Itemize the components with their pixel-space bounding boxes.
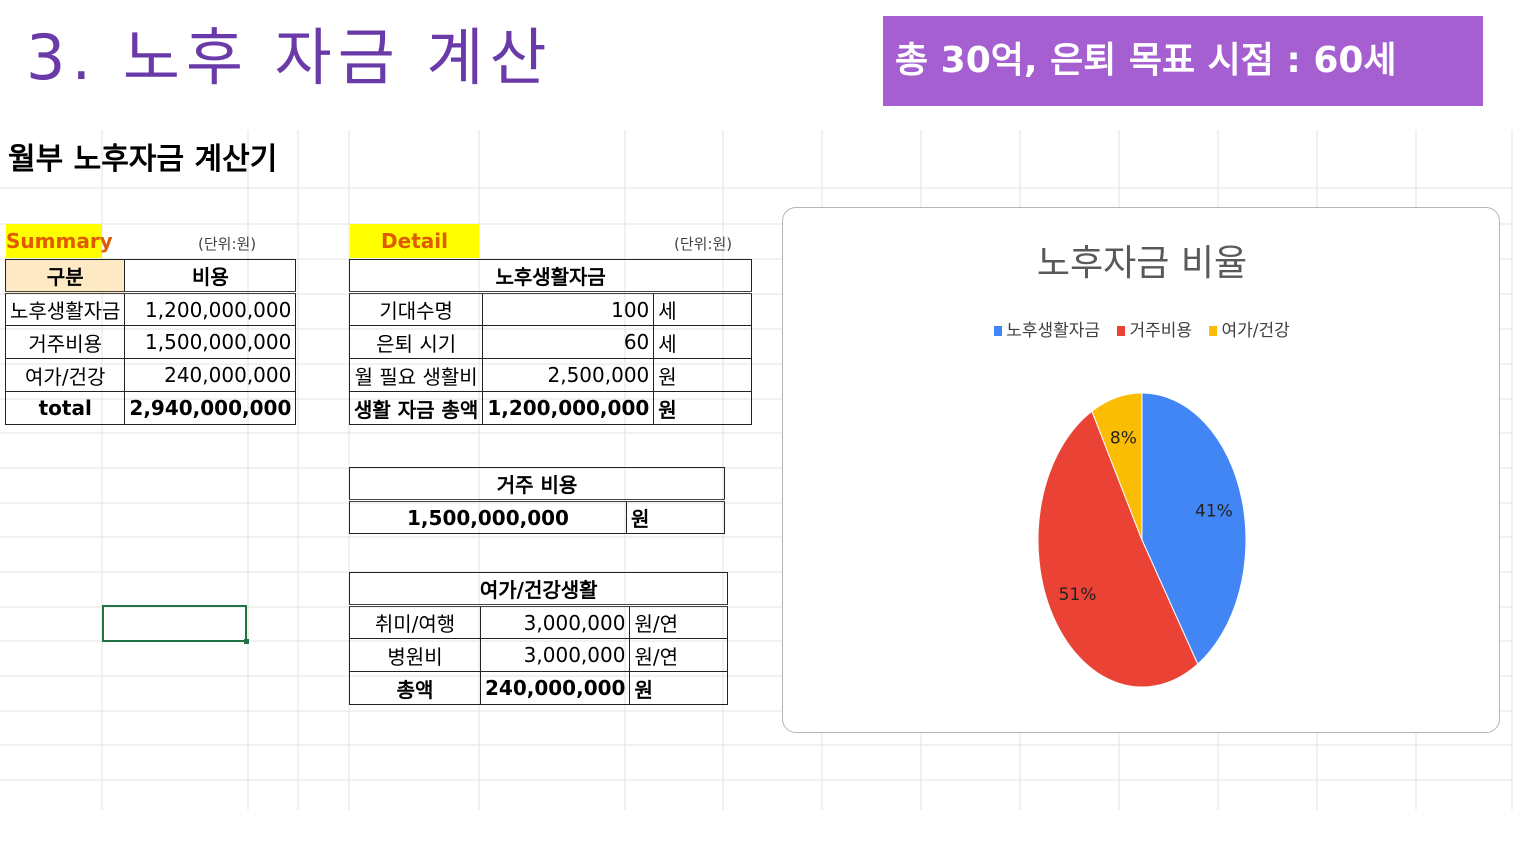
living-row-unit[interactable]: 세 xyxy=(653,292,753,326)
living-total-unit[interactable]: 원 xyxy=(653,391,753,425)
goal-banner: 총 30억, 은퇴 목표 시점 : 60세 xyxy=(883,16,1483,106)
summary-row-label[interactable]: 거주비용 xyxy=(4,325,126,359)
legend-label: 거주비용 xyxy=(1129,321,1193,341)
summary-row-value[interactable]: 1,200,000,000 xyxy=(124,292,297,326)
summary-total-label[interactable]: total xyxy=(4,391,126,425)
leisure-row-value[interactable]: 3,000,000 xyxy=(479,605,631,639)
table-row: 기대수명 100 세 xyxy=(348,292,753,326)
summary-unit-label: (단위:원) xyxy=(198,235,257,253)
legend-swatch xyxy=(1209,326,1218,336)
pie-plot: 41% 51% 8% xyxy=(1037,392,1247,688)
summary-header-cost[interactable]: 비용 xyxy=(124,259,297,294)
pie-data-label: 51% xyxy=(1059,585,1097,605)
living-total-value[interactable]: 1,200,000,000 xyxy=(482,391,655,425)
housing-cost-table: 거주 비용 1,500,000,000 원 xyxy=(349,467,725,534)
living-row-label[interactable]: 월 필요 생활비 xyxy=(348,358,484,392)
sheet-heading: 월부 노후자금 계산기 xyxy=(8,142,278,177)
leisure-total-label[interactable]: 총액 xyxy=(349,671,481,705)
leisure-total-value[interactable]: 240,000,000 xyxy=(479,671,631,705)
housing-cost-unit[interactable]: 원 xyxy=(626,500,725,534)
legend-label: 여가/건강 xyxy=(1221,321,1290,341)
leisure-row-unit[interactable]: 원/연 xyxy=(629,638,729,672)
leisure-health-table: 여가/건강생활 취미/여행 3,000,000 원/연 병원비 3,000,00… xyxy=(348,572,729,705)
living-row-label[interactable]: 기대수명 xyxy=(348,292,484,326)
slide-title: 3. 노후 자금 계산 xyxy=(26,21,553,94)
legend-swatch xyxy=(1117,326,1126,336)
pie-slice[interactable] xyxy=(1037,410,1199,688)
leisure-total-unit[interactable]: 원 xyxy=(629,671,729,705)
table-row: 거주비용 1,500,000,000 xyxy=(4,325,297,359)
summary-row-value[interactable]: 1,500,000,000 xyxy=(124,325,297,359)
leisure-row-value[interactable]: 3,000,000 xyxy=(479,638,631,672)
summary-row-label[interactable]: 노후생활자금 xyxy=(4,292,126,326)
table-row: 취미/여행 3,000,000 원/연 xyxy=(349,605,729,639)
detail-unit-label: (단위:원) xyxy=(674,235,733,253)
table-row: 노후생활자금 1,200,000,000 xyxy=(4,292,297,326)
table-row: 은퇴 시기 60 세 xyxy=(348,325,753,359)
table-row: 생활 자금 총액 1,200,000,000 원 xyxy=(348,391,753,425)
table-row: 총액 240,000,000 원 xyxy=(349,671,729,705)
pie-data-label: 8% xyxy=(1110,428,1137,448)
table-row: 월 필요 생활비 2,500,000 원 xyxy=(348,358,753,392)
legend-item: 여가/건강 xyxy=(1209,316,1290,341)
detail-tag: Detail xyxy=(350,224,479,258)
pie-slice[interactable] xyxy=(1091,392,1143,541)
living-cost-table: 노후생활자금 기대수명 100 세 은퇴 시기 60 세 월 필요 생활비 2,… xyxy=(348,259,753,425)
pie-chart-card[interactable]: 노후자금 비율 노후생활자금 거주비용 여가/건강 41% 51% 8% xyxy=(782,207,1500,733)
housing-cost-header[interactable]: 거주 비용 xyxy=(349,467,725,502)
summary-row-value[interactable]: 240,000,000 xyxy=(124,358,297,392)
chart-title: 노후자금 비율 xyxy=(1036,243,1248,284)
leisure-row-label[interactable]: 취미/여행 xyxy=(349,605,481,639)
living-cost-header[interactable]: 노후생활자금 xyxy=(348,259,753,294)
legend-item: 거주비용 xyxy=(1117,316,1192,341)
living-row-value[interactable]: 100 xyxy=(482,292,655,326)
living-total-label[interactable]: 생활 자금 총액 xyxy=(348,391,484,425)
housing-cost-value[interactable]: 1,500,000,000 xyxy=(349,500,627,534)
summary-tag: Summary xyxy=(6,224,113,258)
leisure-row-unit[interactable]: 원/연 xyxy=(629,605,729,639)
pie-data-label: 41% xyxy=(1195,501,1233,521)
table-row: 1,500,000,000 원 xyxy=(349,500,725,534)
pie-slice[interactable] xyxy=(1141,392,1247,665)
living-row-unit[interactable]: 세 xyxy=(653,325,753,359)
legend-swatch xyxy=(994,326,1003,336)
table-row: total 2,940,000,000 xyxy=(4,391,297,425)
living-row-unit[interactable]: 원 xyxy=(653,358,753,392)
summary-total-value[interactable]: 2,940,000,000 xyxy=(124,391,297,425)
living-row-value[interactable]: 60 xyxy=(482,325,655,359)
chart-legend: 노후생활자금 거주비용 여가/건강 xyxy=(783,316,1501,341)
summary-table: 구분 비용 노후생활자금 1,200,000,000 거주비용 1,500,00… xyxy=(4,259,297,425)
living-row-label[interactable]: 은퇴 시기 xyxy=(348,325,484,359)
selected-cell[interactable] xyxy=(102,605,249,644)
table-row: 여가/건강 240,000,000 xyxy=(4,358,297,392)
table-row: 병원비 3,000,000 원/연 xyxy=(349,638,729,672)
leisure-health-header[interactable]: 여가/건강생활 xyxy=(348,572,729,607)
living-row-value[interactable]: 2,500,000 xyxy=(482,358,655,392)
legend-label: 노후생활자금 xyxy=(1006,321,1101,341)
legend-item: 노후생활자금 xyxy=(994,316,1100,341)
summary-header-category[interactable]: 구분 xyxy=(4,259,126,294)
leisure-row-label[interactable]: 병원비 xyxy=(349,638,481,672)
summary-row-label[interactable]: 여가/건강 xyxy=(4,358,126,392)
